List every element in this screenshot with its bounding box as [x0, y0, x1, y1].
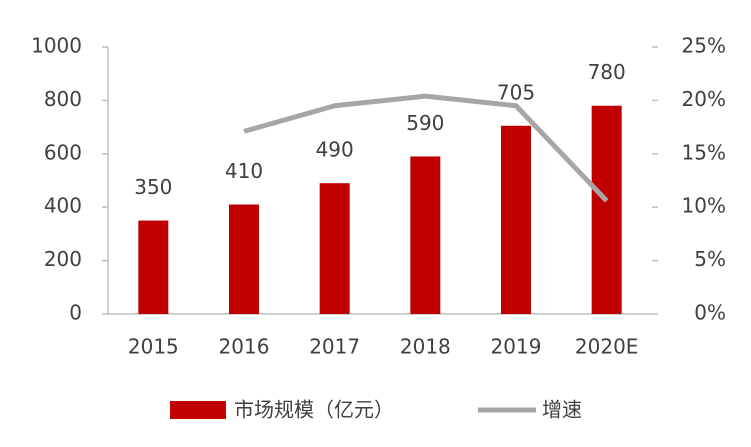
x-tick-label: 2016 — [219, 335, 270, 359]
x-tick-label: 2020E — [575, 335, 639, 359]
y2-tick-label: 10% — [682, 194, 726, 218]
y2-tick-label: 25% — [682, 34, 726, 58]
bar — [229, 204, 259, 314]
y2-tick-label: 15% — [682, 140, 726, 164]
y2-tick-label: 0% — [694, 301, 726, 325]
data-label: 350 — [134, 175, 172, 199]
legend-swatch — [170, 401, 226, 419]
bar — [138, 220, 169, 314]
data-label: 410 — [225, 159, 263, 183]
bar — [410, 156, 441, 314]
y-tick-label: 600 — [44, 140, 82, 164]
legend-label: 增速 — [542, 398, 582, 422]
data-label: 780 — [588, 60, 626, 84]
x-tick-label: 2018 — [400, 335, 451, 359]
y2-tick-label: 20% — [682, 87, 726, 111]
x-tick-label: 2017 — [309, 335, 360, 359]
bar — [319, 183, 350, 314]
data-label: 490 — [316, 138, 354, 162]
bar — [501, 125, 531, 314]
y-tick-label: 800 — [44, 87, 82, 111]
bar — [591, 105, 622, 315]
x-tick-label: 2019 — [491, 335, 542, 359]
data-label: 705 — [497, 80, 535, 104]
legend-label: 市场规模（亿元） — [234, 398, 394, 422]
y-tick-label: 200 — [44, 247, 82, 271]
y2-tick-label: 5% — [694, 247, 726, 271]
y-tick-label: 400 — [44, 194, 82, 218]
y-tick-label: 0 — [69, 301, 82, 325]
data-label: 590 — [406, 111, 444, 135]
x-tick-label: 2015 — [128, 335, 179, 359]
growth-line — [243, 93, 609, 203]
y-tick-label: 1000 — [31, 34, 82, 58]
